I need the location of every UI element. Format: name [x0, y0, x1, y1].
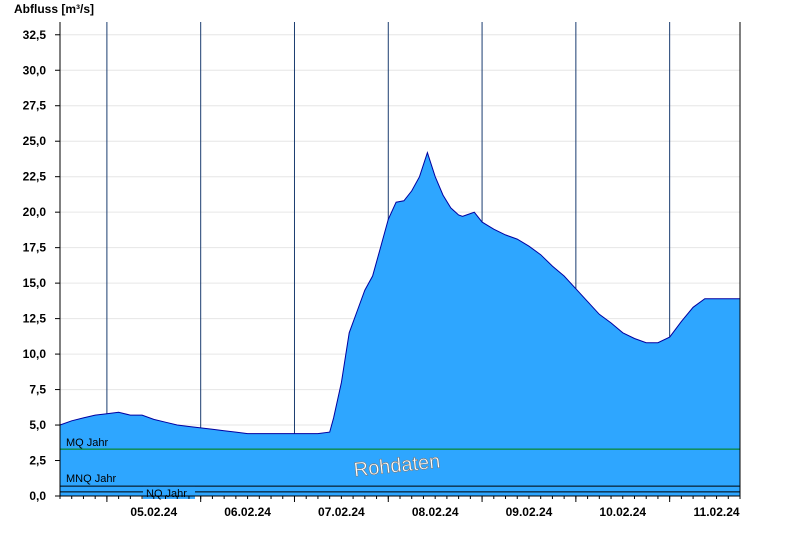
- y-tick-label: 0,0: [29, 489, 46, 503]
- x-tick-label: 05.02.24: [130, 505, 177, 519]
- x-tick-label: 07.02.24: [318, 505, 365, 519]
- y-tick-label: 30,0: [23, 63, 47, 77]
- y-tick-label: 7,5: [29, 383, 46, 397]
- discharge-line: [59, 150, 740, 435]
- discharge-area: [60, 152, 740, 496]
- x-tick-label: 06.02.24: [224, 505, 271, 519]
- y-tick-label: 32,5: [23, 28, 47, 42]
- x-tick-label: 09.02.24: [506, 505, 553, 519]
- y-ticks: 0,0 2,5 5,0 7,5 10,0 12,5 15,0 17,5 20,0 22,5 25,0…: [23, 28, 60, 503]
- y-tick-label: 25,0: [23, 134, 47, 148]
- y-tick-label: 5,0: [29, 418, 46, 432]
- y-tick-label: 15,0: [23, 276, 47, 290]
- y-tick-label: 27,5: [23, 99, 47, 113]
- x-ticks: 05.02.24 06.02.24 07.02.24 08.02.24 09.02.24…: [59, 496, 741, 519]
- reference-label: MNQ Jahr: [66, 473, 116, 485]
- x-tick-label: 10.02.24: [599, 505, 646, 519]
- x-tick-label: 11.02.24: [694, 505, 740, 519]
- reference-label: MQ Jahr: [66, 437, 109, 449]
- y-tick-label: 2,5: [29, 454, 46, 468]
- x-tick-label: 08.02.24: [412, 505, 459, 519]
- reference-label: NQ Jahr: [146, 488, 187, 500]
- y-tick-label: 20,0: [23, 205, 47, 219]
- y-tick-label: 22,5: [23, 170, 47, 184]
- y-tick-label: 12,5: [23, 312, 47, 326]
- y-tick-label: 17,5: [23, 241, 47, 255]
- y-tick-label: 10,0: [23, 347, 47, 361]
- y-axis-label: Abfluss [m³/s]: [14, 2, 94, 16]
